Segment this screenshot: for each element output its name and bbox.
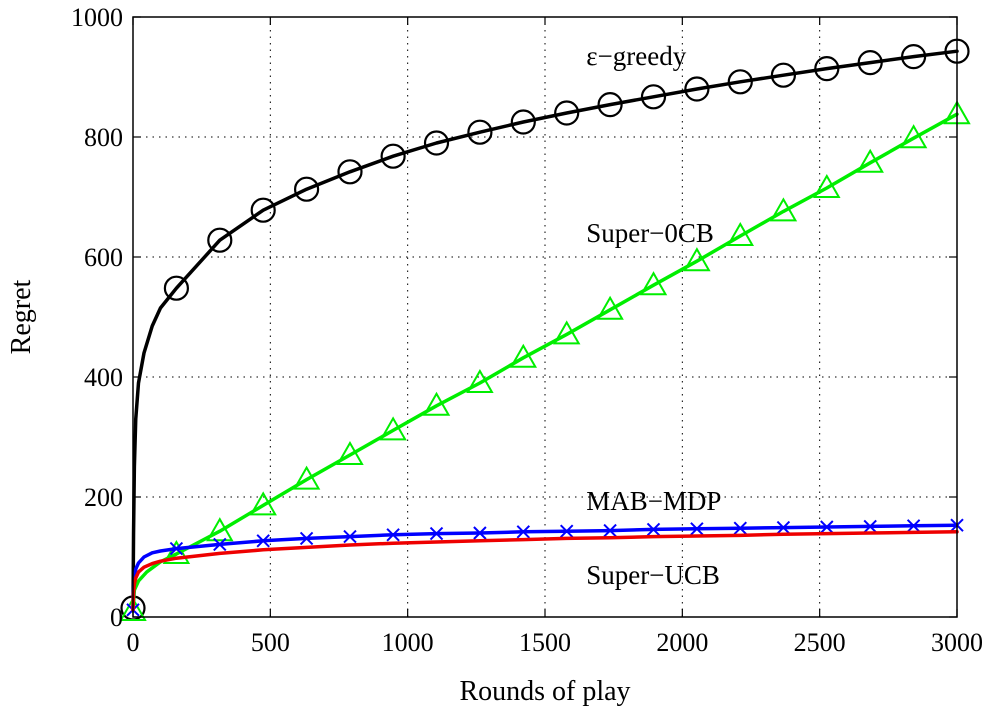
x-axis-label: Rounds of play — [459, 676, 630, 707]
data-point — [820, 520, 834, 534]
data-point — [336, 440, 364, 465]
data-point — [899, 124, 928, 149]
data-point — [856, 148, 884, 173]
data-point — [207, 227, 233, 253]
series-line — [131, 49, 959, 610]
data-point — [163, 275, 189, 301]
data-point — [380, 143, 406, 169]
x-tick-label: 1500 — [519, 628, 571, 657]
data-point — [249, 491, 277, 516]
y-tick-label: 200 — [84, 483, 123, 512]
data-point — [516, 525, 531, 539]
x-tick-label: 1000 — [382, 628, 434, 657]
data-point — [509, 343, 538, 368]
data-point — [813, 173, 841, 198]
data-point — [603, 523, 617, 538]
data-point — [559, 524, 574, 538]
data-point — [299, 531, 314, 546]
data-point — [466, 368, 494, 393]
x-tick-label: 2000 — [656, 628, 708, 657]
data-point — [554, 100, 580, 126]
data-point — [776, 520, 791, 535]
data-point — [169, 541, 184, 556]
data-point — [906, 519, 921, 533]
data-point — [639, 271, 668, 296]
data-point — [292, 465, 321, 490]
annotations: ε−greedy Super−0CB MAB−MDP Super−UCB — [586, 41, 721, 590]
data-point — [162, 539, 191, 564]
data-point — [727, 69, 753, 95]
data-point — [857, 49, 883, 76]
data-point — [596, 295, 624, 320]
y-tick-label: 400 — [84, 363, 123, 392]
data-point — [597, 91, 623, 118]
x-tick-label: 500 — [251, 628, 290, 657]
data-point — [646, 522, 661, 537]
data-point — [429, 526, 444, 541]
x-tick-label: 0 — [127, 628, 140, 657]
axes: 0 500 1000 1500 2000 2500 3000 0 200 400 600 800 100… — [71, 3, 983, 657]
data-point — [386, 528, 400, 542]
data-point — [769, 197, 798, 222]
series-2 — [126, 518, 964, 617]
data-point — [733, 521, 747, 535]
data-point — [379, 416, 407, 441]
y-tick-label: 800 — [84, 123, 123, 152]
annotation-label: MAB−MDP — [586, 486, 721, 516]
data-point — [684, 76, 710, 102]
data-point — [726, 221, 755, 246]
data-point — [770, 62, 797, 88]
series-line — [131, 530, 959, 612]
data-point — [293, 176, 320, 202]
data-point — [423, 130, 450, 156]
data-point — [467, 119, 493, 145]
data-point — [863, 519, 877, 534]
data-point — [422, 391, 451, 416]
y-tick-label: 600 — [84, 243, 123, 272]
annotation-label: ε−greedy — [586, 41, 687, 71]
data-point — [343, 529, 357, 544]
data-point — [640, 84, 667, 110]
data-point — [473, 526, 487, 540]
x-tick-label: 2500 — [794, 628, 846, 657]
data-point — [690, 522, 704, 536]
data-point — [901, 43, 927, 70]
annotation-label: Super−0CB — [586, 218, 714, 248]
data-point — [206, 517, 234, 542]
data-point — [337, 159, 363, 185]
data-point — [814, 55, 840, 82]
y-axis-label: Regret — [6, 279, 37, 354]
y-tick-label: 0 — [110, 603, 123, 632]
data-point — [552, 320, 581, 345]
y-tick-label: 1000 — [71, 3, 123, 32]
data-point — [250, 197, 276, 223]
grid-lines — [133, 17, 957, 617]
x-tick-label: 3000 — [931, 628, 983, 657]
data-point — [213, 537, 227, 552]
data-point — [256, 534, 270, 548]
data-point — [683, 247, 711, 272]
annotation-label: Super−UCB — [586, 560, 720, 590]
series-layer — [119, 38, 971, 621]
data-point — [510, 109, 536, 135]
data-point — [119, 596, 147, 621]
series-3 — [131, 530, 959, 612]
